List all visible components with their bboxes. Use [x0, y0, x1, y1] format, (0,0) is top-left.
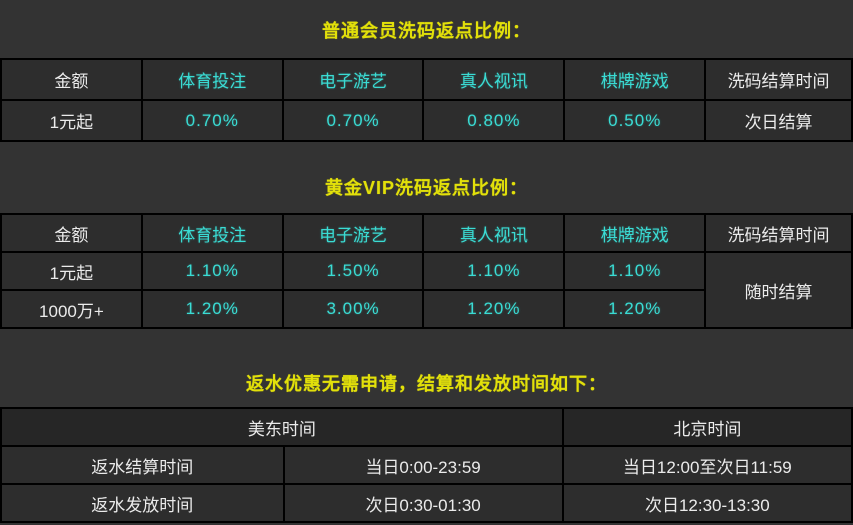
settle-time-merged-cell: 随时结算 — [704, 251, 853, 329]
header-us-east-time: 美东时间 — [0, 407, 564, 447]
rebate-time-section-title: 返水优惠无需申请，结算和发放时间如下： — [246, 374, 607, 394]
header-amount: 金额 — [0, 58, 143, 101]
rate-live-cell: 1.10% — [422, 251, 566, 291]
normal-member-rebate-table: 金额 体育投注 电子游艺 真人视讯 棋牌游戏 洗码结算时间 1元起 0.70% … — [0, 58, 853, 142]
table-row: 返水结算时间 当日0:00-23:59 当日12:00至次日11:59 — [0, 445, 853, 485]
rate-electronic-cell: 0.70% — [281, 99, 425, 142]
table-row: 1000万+ 1.20% 3.00% 1.20% 1.20% — [0, 289, 852, 329]
header-board-games: 棋牌游戏 — [563, 213, 707, 253]
settle-beijing-time-cell: 当日12:00至次日11:59 — [561, 445, 853, 485]
settle-us-time-cell: 当日0:00-23:59 — [282, 445, 564, 485]
header-live-casino: 真人视讯 — [422, 213, 566, 253]
rate-sports-cell: 0.70% — [140, 99, 284, 142]
header-electronic-games: 电子游艺 — [281, 213, 425, 253]
rate-electronic-cell: 3.00% — [281, 289, 425, 329]
gold-vip-section-title: 黄金VIP洗码返点比例： — [324, 178, 528, 198]
rate-live-cell: 1.20% — [422, 289, 566, 329]
rebate-time-table: 美东时间 北京时间 返水结算时间 当日0:00-23:59 当日12:00至次日… — [0, 407, 853, 523]
table-row: 1元起 0.70% 0.70% 0.80% 0.50% 次日结算 — [0, 99, 853, 142]
table-header-row: 美东时间 北京时间 — [0, 407, 853, 447]
rebate-settle-label-cell: 返水结算时间 — [0, 445, 285, 485]
gold-vip-rebate-table: 金额 体育投注 电子游艺 真人视讯 棋牌游戏 洗码结算时间 1元起 1.10% … — [0, 213, 853, 329]
rate-live-cell: 0.80% — [422, 99, 566, 142]
rate-sports-cell: 1.10% — [140, 251, 284, 291]
release-us-time-cell: 次日0:30-01:30 — [282, 483, 564, 523]
header-settle-time: 洗码结算时间 — [704, 213, 853, 253]
header-live-casino: 真人视讯 — [422, 58, 566, 101]
rate-board-cell: 1.10% — [563, 251, 707, 291]
header-sports-betting: 体育投注 — [140, 213, 284, 253]
release-beijing-time-cell: 次日12:30-13:30 — [561, 483, 853, 523]
table-header-row: 金额 体育投注 电子游艺 真人视讯 棋牌游戏 洗码结算时间 — [0, 213, 853, 253]
header-electronic-games: 电子游艺 — [281, 58, 425, 101]
header-settle-time: 洗码结算时间 — [704, 58, 853, 101]
rebate-release-label-cell: 返水发放时间 — [0, 483, 285, 523]
amount-tier-cell: 1元起 — [0, 99, 143, 142]
rate-sports-cell: 1.20% — [140, 289, 284, 329]
rate-board-cell: 1.20% — [563, 289, 707, 329]
table-row: 返水发放时间 次日0:30-01:30 次日12:30-13:30 — [0, 483, 853, 523]
header-sports-betting: 体育投注 — [140, 58, 284, 101]
header-amount: 金额 — [0, 213, 143, 253]
table-row: 1元起 1.10% 1.50% 1.10% 1.10% 随时结算 — [0, 251, 853, 329]
normal-member-section-title: 普通会员洗码返点比例： — [322, 21, 531, 41]
rate-electronic-cell: 1.50% — [281, 251, 425, 291]
amount-tier-cell: 1元起 — [0, 251, 143, 291]
table-header-row: 金额 体育投注 电子游艺 真人视讯 棋牌游戏 洗码结算时间 — [0, 58, 853, 101]
header-board-games: 棋牌游戏 — [563, 58, 707, 101]
header-beijing-time: 北京时间 — [561, 407, 853, 447]
settle-time-cell: 次日结算 — [704, 99, 853, 142]
amount-tier-cell: 1000万+ — [0, 289, 143, 329]
rate-board-cell: 0.50% — [563, 99, 707, 142]
